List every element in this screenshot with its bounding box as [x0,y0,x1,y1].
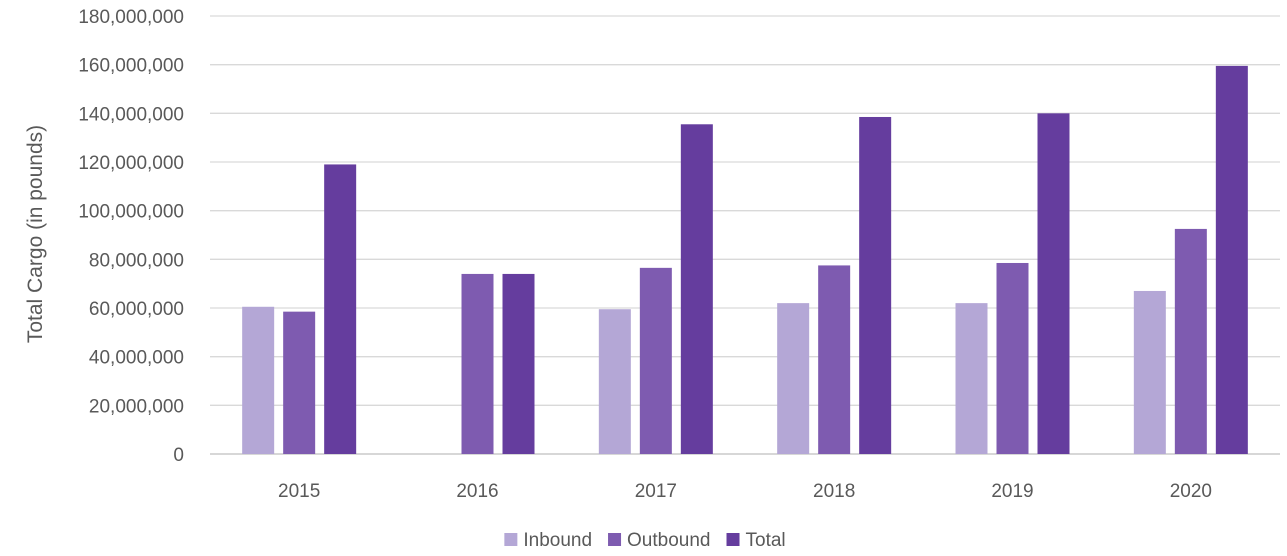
y-tick-label: 120,000,000 [78,153,184,174]
x-axis-ticks: 2015 2016 2017 2018 2019 2020 [278,481,1212,502]
x-tick-label: 2015 [278,481,320,502]
bar-inbound-2017 [598,309,631,454]
bar-outbound-2019 [996,262,1029,454]
x-tick-label: 2019 [991,481,1033,502]
legend: Inbound Outbound Total [504,530,786,551]
x-tick-label: 2017 [635,481,677,502]
x-tick-label: 2016 [456,481,498,502]
y-axis-ticks: 0 20,000,000 40,000,000 60,000,000 80,000,00… [78,7,184,466]
bar-total-2015 [324,164,357,454]
legend-label-outbound: Outbound [627,530,710,551]
y-tick-label: 140,000,000 [78,104,184,125]
bar-outbound-2020 [1174,228,1207,454]
y-tick-label: 20,000,000 [89,396,184,417]
legend-swatch-inbound [504,533,518,546]
bars [242,65,1248,455]
y-axis-label: Total Cargo (in pounds) [24,125,47,343]
legend-label-total: Total [746,530,786,551]
bar-outbound-2017 [639,267,672,454]
x-tick-label: 2018 [813,481,855,502]
y-tick-label: 0 [173,445,184,466]
y-tick-label: 180,000,000 [78,7,184,28]
bar-outbound-2018 [818,265,851,454]
x-tick-label: 2020 [1170,481,1212,502]
bar-total-2016 [502,273,535,454]
bar-inbound-2020 [1133,290,1166,454]
y-tick-label: 80,000,000 [89,250,184,271]
bar-total-2017 [680,124,713,455]
y-tick-label: 60,000,000 [89,299,184,320]
legend-swatch-total [726,533,740,546]
y-tick-label: 160,000,000 [78,56,184,77]
bar-total-2019 [1037,113,1070,454]
legend-swatch-outbound [608,533,622,546]
bar-total-2018 [859,116,892,454]
bar-total-2020 [1215,65,1248,454]
bar-inbound-2015 [242,306,275,454]
legend-label-inbound: Inbound [523,530,592,551]
bar-inbound-2018 [777,303,810,454]
y-tick-label: 40,000,000 [89,348,184,369]
bar-outbound-2015 [283,311,316,454]
bar-inbound-2019 [955,303,988,454]
bar-outbound-2016 [461,273,494,454]
y-tick-label: 100,000,000 [78,202,184,223]
gridlines [210,15,1280,455]
